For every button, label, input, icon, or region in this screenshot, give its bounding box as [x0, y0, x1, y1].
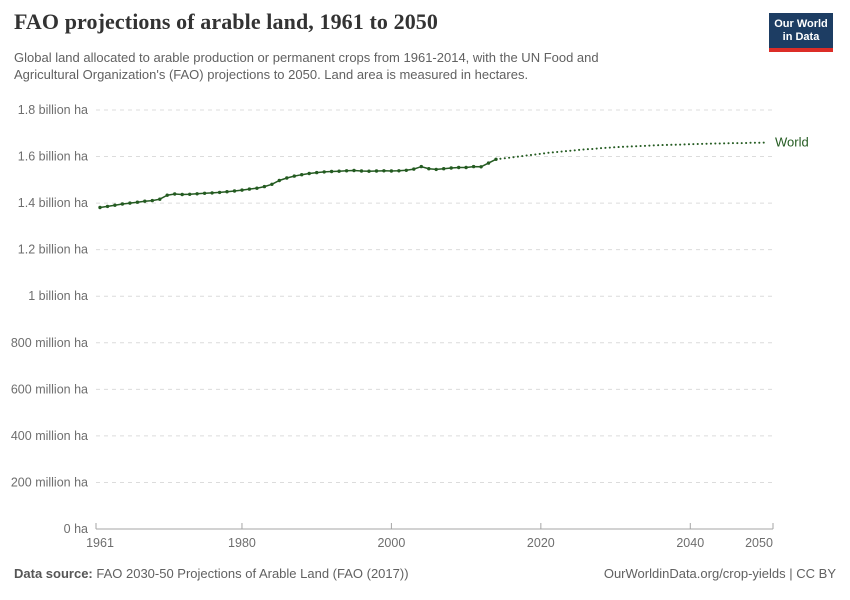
y-tick-label: 1 billion ha [28, 289, 88, 303]
y-tick-label: 800 million ha [11, 336, 88, 350]
y-tick-label: 200 million ha [11, 475, 88, 489]
y-tick-label: 0 ha [64, 522, 88, 536]
x-tick-label: 2040 [676, 536, 704, 550]
projection-line [495, 141, 766, 161]
page-title: FAO projections of arable land, 1961 to … [14, 9, 439, 34]
chart-footer: Data source: FAO 2030-50 Projections of … [14, 566, 836, 581]
x-tick-label: 1980 [228, 536, 256, 550]
world-series [98, 141, 766, 210]
chart-subtitle: Global land allocated to arable producti… [14, 49, 599, 83]
x-tick-label: 2020 [527, 536, 555, 550]
subtitle-line-1: Global land allocated to arable producti… [14, 50, 599, 65]
owid-logo-line2: in Data [782, 31, 820, 43]
data-source: Data source: FAO 2030-50 Projections of … [14, 566, 409, 581]
data-source-text: FAO 2030-50 Projections of Arable Land (… [92, 566, 409, 581]
x-tick-label: 2050 [745, 536, 773, 550]
footer-link[interactable]: OurWorldinData.org/crop-yields | CC BY [603, 566, 836, 581]
owid-logo[interactable]: Our World in Data [769, 13, 833, 52]
series-end-label: World [775, 135, 809, 150]
data-source-label: Data source: [14, 566, 93, 581]
gridlines [96, 109, 773, 483]
y-tick-label: 1.2 billion ha [18, 243, 88, 257]
axis-labels: 1.8 billion ha 1.6 billion ha 1.4 billion … [11, 103, 773, 550]
y-tick-label: 1.4 billion ha [18, 196, 88, 210]
x-tick-label: 1961 [86, 536, 114, 550]
x-tick-label: 2000 [377, 536, 405, 550]
owid-logo-line1: Our World [774, 18, 828, 30]
y-tick-label: 1.6 billion ha [18, 150, 88, 164]
x-axis [95, 523, 774, 530]
y-tick-label: 400 million ha [11, 429, 88, 443]
y-tick-label: 1.8 billion ha [18, 103, 88, 117]
y-tick-label: 600 million ha [11, 382, 88, 396]
subtitle-line-2: Agricultural Organization's (FAO) projec… [14, 67, 529, 82]
